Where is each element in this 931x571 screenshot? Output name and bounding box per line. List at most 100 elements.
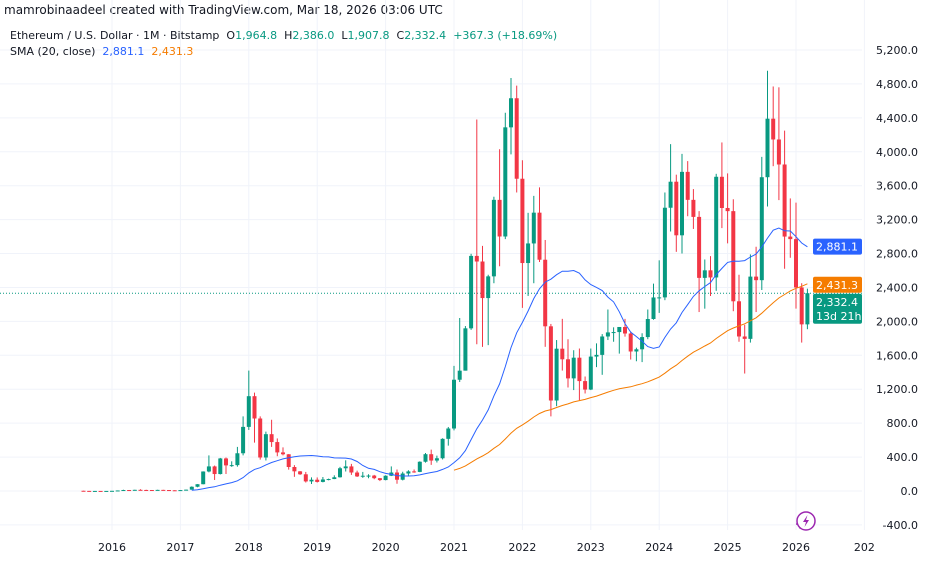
candle-body bbox=[149, 490, 154, 492]
candle bbox=[509, 77, 513, 155]
candle-body bbox=[577, 357, 582, 382]
candle bbox=[600, 334, 605, 375]
time-tick-label: 2020 bbox=[372, 541, 400, 554]
candle bbox=[708, 256, 713, 296]
candle bbox=[543, 239, 548, 347]
candle bbox=[149, 489, 154, 492]
candle bbox=[719, 142, 724, 229]
candle bbox=[366, 474, 371, 479]
candle-body bbox=[218, 458, 223, 475]
candle-body bbox=[588, 356, 593, 390]
candle-body bbox=[662, 207, 667, 298]
candle bbox=[560, 318, 565, 371]
candle bbox=[81, 490, 86, 492]
candle bbox=[737, 274, 741, 342]
price-tick-label: 3,200.0 bbox=[876, 214, 918, 227]
last-price-tag-text: 2,332.4 bbox=[816, 296, 858, 309]
candle-body bbox=[172, 490, 177, 492]
price-tick-label: 400.0 bbox=[887, 451, 919, 464]
candle bbox=[788, 198, 793, 258]
open-value: 1,964.8 bbox=[235, 29, 278, 42]
price-tick-label: 2,400.0 bbox=[876, 281, 918, 294]
candle bbox=[651, 283, 656, 320]
candle-body bbox=[765, 118, 770, 178]
candle-body bbox=[115, 490, 120, 492]
close-label: C bbox=[396, 29, 405, 42]
time-tick-label: 2022 bbox=[508, 541, 536, 554]
candle bbox=[605, 309, 610, 341]
candle-body bbox=[491, 199, 496, 277]
candle bbox=[92, 490, 97, 492]
candle-body bbox=[338, 468, 342, 478]
candle-body bbox=[702, 270, 707, 278]
sma-1-tag bbox=[813, 238, 862, 255]
sma-1-tag-text: 2,881.1 bbox=[816, 241, 858, 254]
candle bbox=[372, 474, 377, 480]
candle-body bbox=[600, 336, 605, 355]
time-tick-label: 2025 bbox=[714, 541, 742, 554]
candle-body bbox=[520, 178, 525, 264]
candle bbox=[446, 426, 451, 446]
price-tick-label: 800.0 bbox=[887, 417, 919, 430]
price-tick-label: 2,000.0 bbox=[876, 315, 918, 328]
candle-body bbox=[725, 207, 730, 212]
candle-body bbox=[486, 276, 491, 299]
candle bbox=[486, 274, 491, 346]
candle-body bbox=[452, 379, 456, 429]
candle bbox=[144, 489, 149, 491]
candle bbox=[229, 461, 234, 467]
candle-body bbox=[617, 326, 622, 333]
candle bbox=[742, 324, 747, 374]
sma-2-tag bbox=[813, 276, 862, 293]
chart-legend: Ethereum / U.S. Dollar · 1M · Bitstamp O… bbox=[10, 28, 557, 60]
tradingview-logo-icon[interactable] bbox=[796, 511, 816, 531]
candle bbox=[429, 449, 434, 465]
candle bbox=[799, 283, 804, 343]
candle bbox=[628, 331, 633, 360]
time-tick-label: 2026 bbox=[782, 541, 810, 554]
candle-body bbox=[87, 490, 92, 492]
candle bbox=[161, 489, 166, 491]
candle bbox=[195, 484, 200, 488]
candle bbox=[469, 253, 474, 330]
candle bbox=[395, 469, 399, 484]
candle-body bbox=[144, 489, 149, 491]
candle bbox=[292, 465, 297, 477]
sma-legend-row[interactable]: SMA (20, close) 2,881.1 2,431.3 bbox=[10, 44, 557, 60]
candle bbox=[98, 490, 103, 492]
high-value: 2,386.0 bbox=[292, 29, 335, 42]
candle bbox=[115, 490, 120, 492]
candle-body bbox=[480, 261, 485, 299]
candle-body bbox=[400, 473, 405, 480]
price-tick-label: 4,800.0 bbox=[876, 78, 918, 91]
candle bbox=[138, 489, 143, 491]
candle-body bbox=[235, 453, 240, 466]
symbol-legend-row[interactable]: Ethereum / U.S. Dollar · 1M · Bitstamp O… bbox=[10, 28, 557, 44]
candle bbox=[754, 246, 759, 313]
candle bbox=[748, 254, 753, 343]
candle bbox=[491, 196, 496, 284]
candle-body bbox=[395, 472, 399, 480]
candle-body bbox=[628, 333, 633, 352]
candle bbox=[343, 460, 348, 472]
candle-body bbox=[423, 454, 428, 462]
candle-body bbox=[754, 276, 759, 281]
price-axis[interactable]: -400.0 0.0 400.0 800.0 1,200.0 1,600.0 2,000.0… bbox=[876, 44, 918, 532]
candle bbox=[731, 199, 736, 312]
candle bbox=[87, 490, 92, 492]
candle bbox=[206, 455, 211, 473]
price-tick-label: 3,600.0 bbox=[876, 180, 918, 193]
candle bbox=[662, 192, 667, 301]
candle bbox=[338, 466, 342, 478]
candle bbox=[246, 370, 251, 430]
candle-body bbox=[474, 255, 479, 262]
candle-body bbox=[104, 490, 109, 492]
candle-body bbox=[127, 490, 132, 492]
candle-body bbox=[252, 396, 257, 419]
time-tick-label: 2024 bbox=[645, 541, 673, 554]
time-axis[interactable]: 2016 2017 2018 2019 2020 2021 2022 2023 2024 2025… bbox=[98, 541, 875, 554]
candle bbox=[566, 339, 570, 388]
price-tick-label: 1,600.0 bbox=[876, 349, 918, 362]
candle bbox=[794, 202, 798, 309]
